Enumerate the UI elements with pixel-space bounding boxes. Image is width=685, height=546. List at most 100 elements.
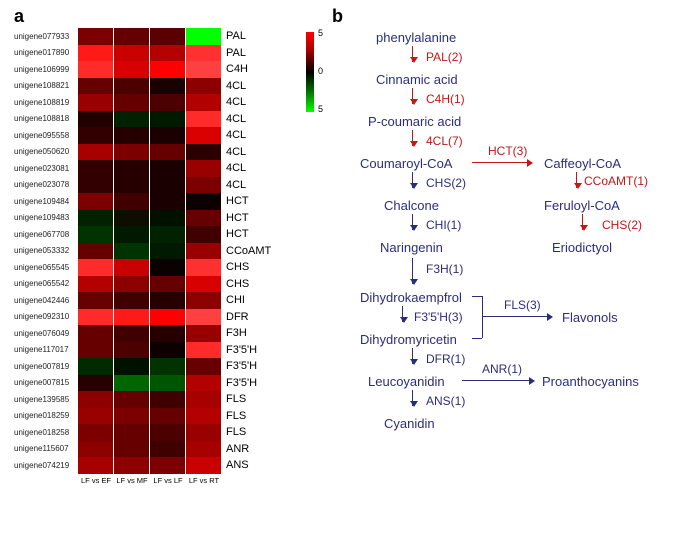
heatmap-cell bbox=[114, 259, 150, 276]
heatmap-cell bbox=[186, 375, 222, 392]
heatmap-cell bbox=[78, 94, 114, 111]
table-row: unigene053332CCoAMT bbox=[14, 243, 324, 260]
heatmap-panel: unigene077933PALunigene017890PALunigene1… bbox=[14, 28, 324, 485]
heatmap-cell bbox=[78, 61, 114, 78]
heatmap-cell bbox=[186, 226, 222, 243]
row-cells bbox=[78, 408, 222, 425]
table-row: unigene0506204CL bbox=[14, 144, 324, 161]
pathway-node: Leucoyanidin bbox=[368, 374, 445, 389]
heatmap-cell bbox=[186, 309, 222, 326]
heatmap-col-labels: LF vs EFLF vs MFLF vs LFLF vs RT bbox=[78, 474, 324, 485]
table-row: unigene0955584CL bbox=[14, 127, 324, 144]
row-id: unigene139585 bbox=[14, 395, 78, 404]
row-id: unigene108818 bbox=[14, 114, 78, 123]
heatmap-cell bbox=[150, 309, 186, 326]
row-cells bbox=[78, 457, 222, 474]
heatmap-cell bbox=[114, 160, 150, 177]
col-label: LF vs MF bbox=[114, 474, 150, 485]
row-cells bbox=[78, 127, 222, 144]
gene-label: HCT bbox=[222, 212, 278, 224]
heatmap-cell bbox=[78, 144, 114, 161]
heatmap-cell bbox=[114, 28, 150, 45]
heatmap-cell bbox=[78, 127, 114, 144]
table-row: unigene074219ANS bbox=[14, 457, 324, 474]
heatmap-cell bbox=[186, 61, 222, 78]
row-cells bbox=[78, 94, 222, 111]
arrow-down-icon bbox=[412, 390, 413, 406]
row-cells bbox=[78, 292, 222, 309]
col-label: LF vs LF bbox=[150, 474, 186, 485]
pathway-node: Cyanidin bbox=[384, 416, 435, 431]
heatmap-cell bbox=[78, 78, 114, 95]
gene-label: F3'5'H bbox=[222, 360, 278, 372]
row-id: unigene076049 bbox=[14, 329, 78, 338]
arrow-down-icon bbox=[412, 214, 413, 230]
row-cells bbox=[78, 28, 222, 45]
gene-label: 4CL bbox=[222, 146, 278, 158]
row-cells bbox=[78, 375, 222, 392]
row-id: unigene007819 bbox=[14, 362, 78, 371]
heatmap-cell bbox=[114, 457, 150, 474]
table-row: unigene1088184CL bbox=[14, 111, 324, 128]
table-row: unigene076049F3H bbox=[14, 325, 324, 342]
pathway-node: Flavonols bbox=[562, 310, 618, 325]
heatmap-cell bbox=[78, 210, 114, 227]
enzyme-label: CCoAMT(1) bbox=[584, 174, 648, 188]
heatmap-cell bbox=[150, 177, 186, 194]
row-cells bbox=[78, 276, 222, 293]
enzyme-label: PAL(2) bbox=[426, 50, 462, 64]
heatmap-cell bbox=[78, 424, 114, 441]
gene-label: 4CL bbox=[222, 80, 278, 92]
heatmap-cell bbox=[78, 226, 114, 243]
table-row: unigene115607ANR bbox=[14, 441, 324, 458]
arrow-down-icon bbox=[412, 172, 413, 188]
row-id: unigene074219 bbox=[14, 461, 78, 470]
row-id: unigene018259 bbox=[14, 411, 78, 420]
heatmap-cell bbox=[114, 276, 150, 293]
row-id: unigene106999 bbox=[14, 65, 78, 74]
row-cells bbox=[78, 177, 222, 194]
heatmap-cell bbox=[114, 375, 150, 392]
row-id: unigene115607 bbox=[14, 444, 78, 453]
heatmap-cell bbox=[114, 309, 150, 326]
enzyme-label: ANR(1) bbox=[482, 362, 522, 376]
heatmap-cell bbox=[78, 358, 114, 375]
heatmap-cell bbox=[150, 408, 186, 425]
heatmap-cell bbox=[186, 177, 222, 194]
legend-colorbar bbox=[306, 32, 314, 112]
arrow-down-icon bbox=[412, 258, 413, 284]
row-cells bbox=[78, 61, 222, 78]
heatmap-cell bbox=[78, 259, 114, 276]
gene-label: DFR bbox=[222, 311, 278, 323]
heatmap-cell bbox=[150, 144, 186, 161]
table-row: unigene065545CHS bbox=[14, 259, 324, 276]
col-label: LF vs RT bbox=[186, 474, 222, 485]
enzyme-label: FLS(3) bbox=[504, 298, 541, 312]
heatmap-cell bbox=[114, 144, 150, 161]
table-row: unigene092310DFR bbox=[14, 309, 324, 326]
heatmap-cell bbox=[150, 457, 186, 474]
row-cells bbox=[78, 441, 222, 458]
enzyme-label: CHS(2) bbox=[426, 176, 466, 190]
heatmap-cell bbox=[114, 78, 150, 95]
row-cells bbox=[78, 424, 222, 441]
row-cells bbox=[78, 160, 222, 177]
heatmap-cell bbox=[150, 441, 186, 458]
heatmap-cell bbox=[186, 193, 222, 210]
heatmap-cell bbox=[114, 61, 150, 78]
row-id: unigene023078 bbox=[14, 180, 78, 189]
heatmap-cell bbox=[186, 342, 222, 359]
heatmap-cell bbox=[114, 243, 150, 260]
heatmap-cell bbox=[114, 342, 150, 359]
row-cells bbox=[78, 78, 222, 95]
heatmap-cell bbox=[150, 391, 186, 408]
pathway-node: Coumaroyl-CoA bbox=[360, 156, 452, 171]
gene-label: C4H bbox=[222, 63, 278, 75]
table-row: unigene117017F3'5'H bbox=[14, 342, 324, 359]
row-id: unigene067708 bbox=[14, 230, 78, 239]
heatmap-cell bbox=[78, 111, 114, 128]
heatmap-cell bbox=[78, 45, 114, 62]
arrow-right-icon bbox=[482, 316, 552, 317]
row-cells bbox=[78, 210, 222, 227]
heatmap-cell bbox=[78, 193, 114, 210]
